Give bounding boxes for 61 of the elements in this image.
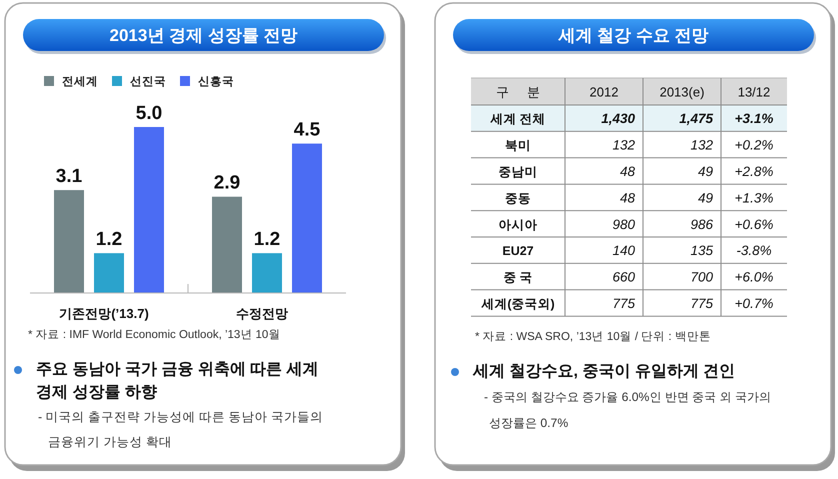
text: - 미국의 출구전략 가능성에 따른 동남아 국가들의 금융위기 가능성 확대 [38, 409, 324, 451]
cell: +0.7% [734, 296, 774, 311]
bar [292, 144, 322, 293]
cell: 1,475 [679, 111, 713, 126]
table-header: 13/12 [738, 84, 770, 100]
cell: 775 [690, 296, 713, 311]
cell: 135 [690, 243, 713, 258]
data-label: 4.5 [294, 120, 320, 141]
cell: 48 [620, 190, 635, 206]
cell: -3.8% [736, 243, 772, 258]
cell: 49 [698, 190, 713, 206]
text: 세계 철강수요, 중국이 유일하게 견인 [473, 362, 736, 382]
chart-title: 세계 철강 수요 전망 [558, 26, 709, 45]
row-label: 세계 전체 [490, 112, 546, 126]
cell: 132 [612, 138, 635, 153]
cell: 49 [698, 164, 713, 179]
table-header: 2012 [590, 84, 618, 100]
cell: +1.3% [734, 190, 774, 206]
bar [252, 253, 282, 293]
x-tick-label: 기존전망(’13.7) [59, 306, 149, 321]
cell: 140 [612, 243, 635, 258]
data-label: 5.0 [136, 103, 162, 124]
row-label: 중 국 [503, 270, 533, 285]
text: - 중국의 철강수요 증가율 6.0%인 반면 중국 외 국가의 성장률은 0.7% [484, 389, 772, 432]
data-label: 1.2 [254, 229, 280, 250]
row-label: EU27 [502, 244, 534, 258]
data-label: 2.9 [214, 172, 240, 194]
cell: 660 [612, 270, 635, 285]
text: * 자료 : IMF World Economic Outlook, ’13년 10월 [28, 328, 282, 343]
cell: +3.1% [734, 111, 774, 126]
cell: +0.2% [734, 138, 774, 153]
cell: +2.8% [734, 164, 774, 179]
row-label: 중남미 [498, 165, 538, 179]
bar [54, 190, 84, 293]
data-label: 3.1 [56, 166, 82, 188]
cell: 48 [620, 164, 635, 179]
cell: 132 [690, 138, 713, 153]
bar [212, 196, 242, 293]
chart-title: 2013년 경제 성장률 전망 [110, 26, 298, 45]
row-label: 북미 [505, 138, 531, 153]
cell: 986 [690, 216, 713, 232]
cell: +6.0% [734, 270, 774, 285]
cell: +0.6% [734, 216, 774, 232]
cell: 775 [612, 296, 635, 311]
text: * 자료 : WSA SRO, ’13년 10월 / 단위 : 백만톤 [475, 330, 712, 345]
data-label: 1.2 [96, 229, 122, 250]
row-label: 세계(중국외) [481, 297, 555, 311]
cell: 980 [612, 216, 635, 232]
bar [134, 127, 164, 293]
cell: 700 [690, 270, 713, 285]
legend-label: 선진국 [130, 75, 166, 88]
row-label: 아시아 [498, 218, 538, 232]
x-tick-label: 수정전망 [236, 306, 288, 321]
cell: 1,430 [601, 111, 635, 126]
bar [94, 253, 124, 293]
legend-label: 전세계 [62, 75, 98, 88]
text: 주요 동남아 국가 금융 위축에 따른 세계 경제 성장률 하향 [36, 360, 320, 403]
table-header: 구 분 [496, 84, 540, 100]
table-header: 2013(e) [660, 84, 704, 100]
legend-label: 신흥국 [198, 75, 234, 88]
row-label: 중동 [505, 191, 531, 206]
